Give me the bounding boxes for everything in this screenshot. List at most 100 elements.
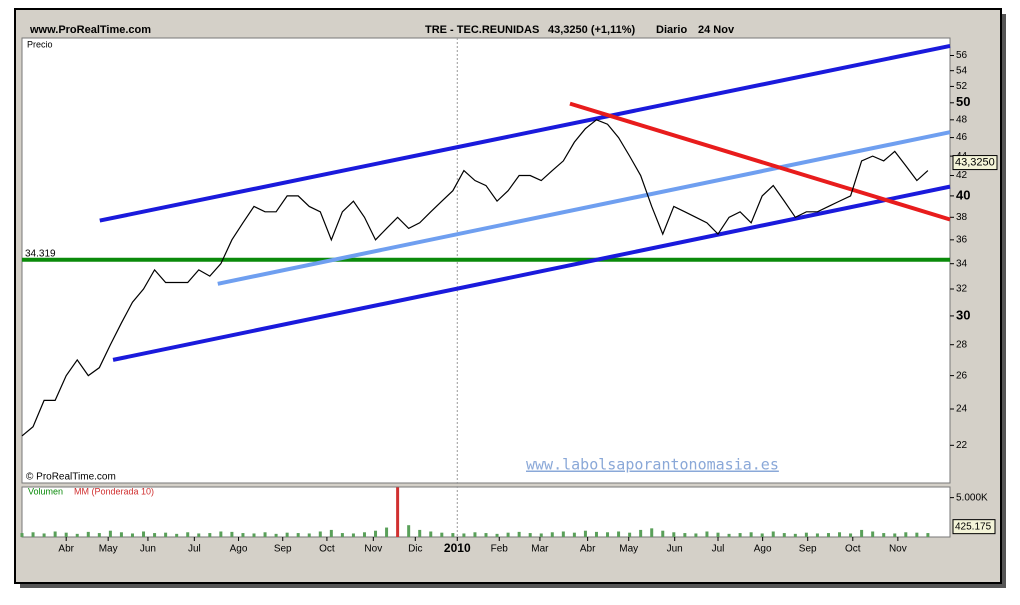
volume-bar [219,531,223,537]
volume-bar [528,533,532,537]
x-tick-label: Jul [712,544,725,555]
volume-tick-label: 5.000K [956,492,988,503]
volume-bar [142,531,146,537]
volume-bar [639,529,643,537]
volume-bar [716,532,720,537]
volume-bar [64,532,68,537]
volume-bar [197,533,201,537]
volume-bar [672,532,676,537]
y-tick-label: 28 [956,339,968,350]
volume-bar [893,533,897,537]
volume-bar [385,527,389,537]
volume-bar [429,531,433,537]
x-tick-label: Ago [754,544,772,555]
volume-bar [407,525,411,537]
volume-bar [75,533,79,537]
volume-bar [285,532,289,537]
volume-bar [550,532,554,537]
x-tick-label: Jun [140,544,156,555]
volume-bar [760,533,764,537]
volume-bar [749,532,753,537]
volume-title: Volumen [28,486,63,496]
volume-bar [31,532,35,537]
volume-bar [307,533,311,537]
last-price-box [952,155,998,171]
y-tick-label: 32 [956,284,968,295]
volume-bar [561,531,565,537]
volume-bar [351,533,355,537]
volume-last-box [952,519,996,535]
volume-bar [771,531,775,537]
x-tick-label: Feb [491,544,509,555]
volume-bar [241,533,245,537]
volume-bar [606,532,610,537]
volume-bar [815,533,819,537]
volume-bar [440,532,444,537]
y-axis-label: Precio [27,39,53,49]
x-tick-label: Abr [58,544,74,555]
volume-bar [661,530,665,537]
volume-bar [617,531,621,537]
copyright: © ProRealTime.com [26,472,116,483]
y-tick-label: 34 [956,258,968,269]
y-tick-label: 40 [956,187,970,202]
volume-bar [572,532,576,537]
x-tick-label: Mar [531,544,549,555]
volume-bar [738,533,742,537]
y-tick-label: 46 [956,132,968,143]
volume-bar [694,533,698,537]
last-price-label: 43,3250 [955,156,995,168]
volume-bar [362,532,366,537]
volume-bar [340,533,344,537]
volume-bar [539,533,543,537]
volume-bar [860,529,864,537]
price-line [21,119,929,437]
x-tick-label: May [619,544,638,555]
y-tick-label: 22 [956,440,968,451]
volume-last-label: 425.175 [955,521,992,532]
volume-bar [484,533,488,537]
y-tick-label: 50 [956,94,970,109]
volume-bar [838,532,842,537]
y-tick-label: 56 [956,50,968,61]
volume-bar [628,532,632,537]
y-tick-label: 36 [956,234,968,245]
x-tick-label: Nov [364,544,382,555]
x-tick-label: 2010 [444,541,471,555]
volume-bar [329,529,333,537]
trend-line [217,130,951,286]
volume-bar [318,531,322,537]
chart-title: TRE - TEC.REUNIDAS [425,24,539,36]
source: www.ProRealTime.com [29,24,151,36]
volume-bar [804,532,808,537]
quote: 43,3250 (+1,11%) [548,24,635,36]
x-tick-label: Abr [580,544,596,555]
volume-bar [153,533,157,537]
volume-bar [20,533,24,537]
volume-bar [705,531,709,537]
volume-bar [230,531,234,537]
x-tick-label: May [99,544,118,555]
volume-bar [904,532,908,537]
volume-bar [871,531,875,537]
volume-bar [119,532,123,537]
x-tick-label: Ago [230,544,248,555]
volume-bar [451,533,455,537]
volume-bar [462,533,466,537]
trend-line [112,184,951,362]
volume-bar [826,533,830,537]
x-tick-label: Sep [274,544,292,555]
volume-bar [926,533,930,537]
volume-panel [21,486,951,538]
volume-bar [263,532,267,537]
period: Diario [656,24,687,36]
y-tick-label: 26 [956,370,968,381]
volume-bar [882,533,886,537]
volume-subtitle: MM (Ponderada 10) [74,486,154,496]
y-tick-label: 54 [956,65,968,76]
volume-bar [208,533,212,537]
volume-bar [130,533,134,537]
volume-bar [473,532,477,537]
volume-bar [86,531,90,537]
